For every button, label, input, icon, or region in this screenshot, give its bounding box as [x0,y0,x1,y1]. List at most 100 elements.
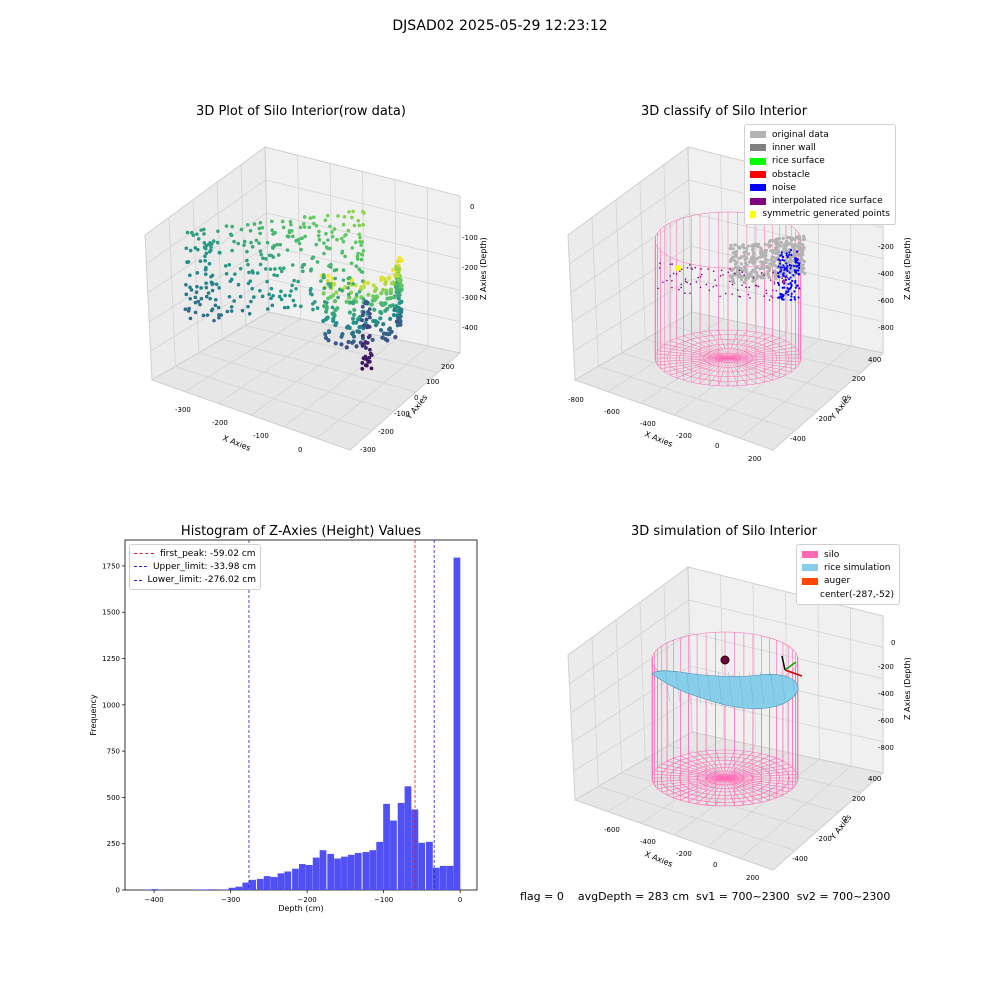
scatter-point [351,209,355,214]
scatter-point [216,305,221,310]
scatter-point [198,302,202,307]
silo-spoke [727,343,792,359]
p1-xlabel: X Axies [221,434,252,453]
grid-line [148,245,268,323]
scatter-point [267,253,272,258]
scatter-point [385,296,390,301]
scatter-point [278,242,283,247]
silo-spoke [727,357,738,386]
scatter-point [378,328,384,333]
center-marker [720,655,730,665]
grid-line [569,179,690,265]
grid-line [640,745,756,824]
p2-ztick: -600 [878,297,894,305]
scatter-point [354,292,359,297]
histogram-bar [249,879,257,890]
scatter-point [360,361,365,365]
scatter-point [767,275,771,280]
scatter-point [238,266,243,271]
silo-spoke [652,774,726,779]
scatter-point [213,297,218,302]
scatter-point [324,309,329,314]
histogram-bar [426,841,433,890]
histogram-bar [327,853,335,890]
rice-mesh-line [717,671,723,707]
rice-mesh-line [791,671,796,700]
scatter-point [728,259,733,264]
histogram-bar [446,865,454,890]
scatter-point [195,284,199,289]
scatter-point [370,337,375,342]
grid-line [752,583,757,746]
scatter-point [346,339,351,345]
scatter-point [675,265,681,271]
scatter-point [781,277,784,279]
scatter-point [381,331,387,336]
scatter-point [394,306,399,311]
scatter-point [766,270,770,274]
p1-zlabel: Z Axies (Depth) [479,237,488,300]
scatter-point [301,222,306,226]
p2-xtick: 0 [715,442,719,450]
scatter-point [204,267,208,272]
rice-mesh-line [675,671,681,703]
scatter-point [782,273,785,276]
scatter-point [334,290,339,295]
scatter-point [772,289,774,292]
scatter-point [311,215,316,220]
scatter-point [789,298,792,302]
scatter-point [797,269,800,272]
scatter-point [675,273,678,275]
scatter-point [774,248,778,252]
scatter-point [209,245,213,249]
silo-spoke [724,777,798,782]
scatter-point [745,263,749,267]
p2-xtick: -200 [676,432,692,440]
scatter-point [782,248,786,252]
scatter-point [770,295,772,297]
scatter-point [364,317,369,322]
silo-spoke [667,760,726,779]
scatter-point [788,251,791,254]
silo-spoke [657,766,726,779]
panel2-title: 3D classify of Silo Interior [640,104,808,119]
scatter-point [771,260,775,264]
scatter-point [788,278,791,281]
scatter-point [379,301,385,306]
scatter-point [249,240,253,245]
grid-line [850,607,852,767]
scatter-point [199,296,204,301]
silo-spoke [708,330,729,359]
scatter-point [294,239,298,243]
scatter-point [727,271,730,274]
silo-spoke [691,333,729,359]
p2-xtick: -600 [604,408,620,416]
legend-swatch [750,171,766,179]
scatter-point [335,237,339,242]
scatter-point [285,248,290,252]
scatter-point [749,257,754,261]
scatter-point [199,286,203,290]
legend-label: Upper_limit: -33.98 cm [152,561,256,572]
silo-spoke [727,340,786,359]
scatter-point [255,271,260,275]
silo-spoke [727,357,765,383]
scatter-point [749,271,753,275]
scatter-point [261,256,265,261]
scatter-point [790,295,793,298]
scatter-point [322,300,327,304]
silo-spoke [705,777,726,806]
silo-spoke [655,357,729,362]
scatter-point [358,235,362,240]
scatter-point [336,295,340,300]
scatter-point [207,261,212,266]
legend-label: center(-287,-52) [820,589,894,600]
scatter-point [212,318,216,323]
scatter-point [746,252,750,256]
scatter-point [271,294,275,298]
scatter-point [316,234,321,238]
scatter-point [332,298,338,304]
scatter-point [742,250,746,254]
scatter-point [735,270,739,274]
scatter-point [381,322,386,327]
